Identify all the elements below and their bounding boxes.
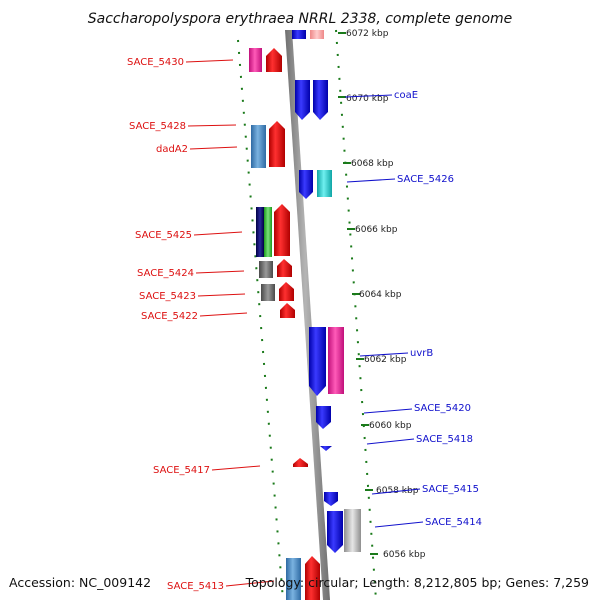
gene-coae[interactable] [313,80,328,120]
leader-line [211,465,261,471]
gene-label-uvrb[interactable]: uvrB [410,348,433,359]
gene-sace-5420[interactable] [316,406,331,429]
gene-sace-5417[interactable] [293,458,308,467]
kbp-label: 6070 kbp [346,94,389,104]
gene-coae-a[interactable] [295,80,310,120]
gene-label-sace-5414[interactable]: SACE_5414 [425,517,482,528]
gene-sace-5413-a[interactable] [286,558,301,600]
leader-line [366,438,415,445]
gene-sace-5413[interactable] [305,556,320,600]
gene-uvrb-b[interactable] [328,327,344,394]
kbp-label: 6066 kbp [355,225,398,235]
gene-label-sace-5420[interactable]: SACE_5420 [414,403,471,414]
gene-sace-5426[interactable] [317,170,332,197]
gene-dada2[interactable] [251,125,266,168]
gene-label-coae[interactable]: coaE [394,90,418,101]
gene-sace-5415[interactable] [324,492,338,506]
gene-label-sace-5415[interactable]: SACE_5415 [422,484,479,495]
left-ring-guide [237,39,284,600]
map-title: Saccharopolyspora erythraea NRRL 2338, c… [88,11,513,27]
gene-label-sace-5423[interactable]: SACE_5423 [139,291,196,302]
kbp-label: 6064 kbp [359,290,402,300]
leader-line [185,59,234,63]
kbp-label: 6062 kbp [364,355,407,365]
gene-uvrb[interactable] [309,327,326,396]
gene-sace-5426-a[interactable] [299,170,313,199]
leader-line [189,146,238,150]
gene-label-sace-5417[interactable]: SACE_5417 [153,465,210,476]
left-label-leaders [185,59,275,587]
genome-backbone [285,30,330,600]
gene-arrow[interactable] [292,30,306,39]
gene-label-sace-5428[interactable]: SACE_5428 [129,121,186,132]
gene-sace-5423-a[interactable] [261,284,275,301]
gene-sace-5430-a[interactable] [249,48,262,72]
kbp-tick-group [338,32,378,555]
kbp-label: 6060 kbp [369,421,412,431]
accession-text: Accession: NC_009142 [9,575,151,590]
gene-label-sace-5430[interactable]: SACE_5430 [127,57,184,68]
gene-sace-5430[interactable] [266,48,282,72]
gene-label-sace-5413[interactable]: SACE_5413 [167,581,224,592]
gene-sace-5428[interactable] [269,121,285,167]
leader-line [197,293,246,297]
leader-line [344,94,393,98]
gene-sace-5418[interactable] [320,446,332,451]
gene-label-sace-5426[interactable]: SACE_5426 [397,174,454,185]
gene-sace-5425-b[interactable] [264,207,272,257]
gene-label-dada2[interactable]: dadA2 [156,144,188,155]
leader-line [195,270,245,274]
leader-line [359,352,409,357]
right-label-leaders [344,94,424,528]
leader-line [374,521,424,528]
gene-sace-5424-a[interactable] [259,261,273,278]
leader-line [225,580,275,587]
leader-line [199,312,248,317]
gene-sace-5422[interactable] [280,303,295,318]
leader-line [363,408,413,414]
gene-sace-5414-b[interactable] [344,509,361,552]
gene-sace-5414[interactable] [327,511,343,553]
kbp-label: 6056 kbp [383,550,426,560]
gene-sace-5425[interactable] [274,204,290,256]
gene-label-sace-5418[interactable]: SACE_5418 [416,434,473,445]
leader-line [346,178,396,183]
leader-line [371,488,421,495]
leader-line [187,124,237,127]
gene-label-sace-5422[interactable]: SACE_5422 [141,311,198,322]
gene-arrow[interactable] [310,30,324,39]
kbp-label: 6072 kbp [346,29,389,39]
gene-sace-5425-a[interactable] [256,207,264,257]
kbp-label: 6068 kbp [351,159,394,169]
gene-label-sace-5425[interactable]: SACE_5425 [135,230,192,241]
gene-sace-5423[interactable] [279,282,294,301]
gene-sace-5424[interactable] [277,259,292,277]
gene-label-sace-5424[interactable]: SACE_5424 [137,268,194,279]
genome-summary-text: Topology: circular; Length: 8,212,805 bp… [245,575,589,590]
leader-line [193,231,243,236]
